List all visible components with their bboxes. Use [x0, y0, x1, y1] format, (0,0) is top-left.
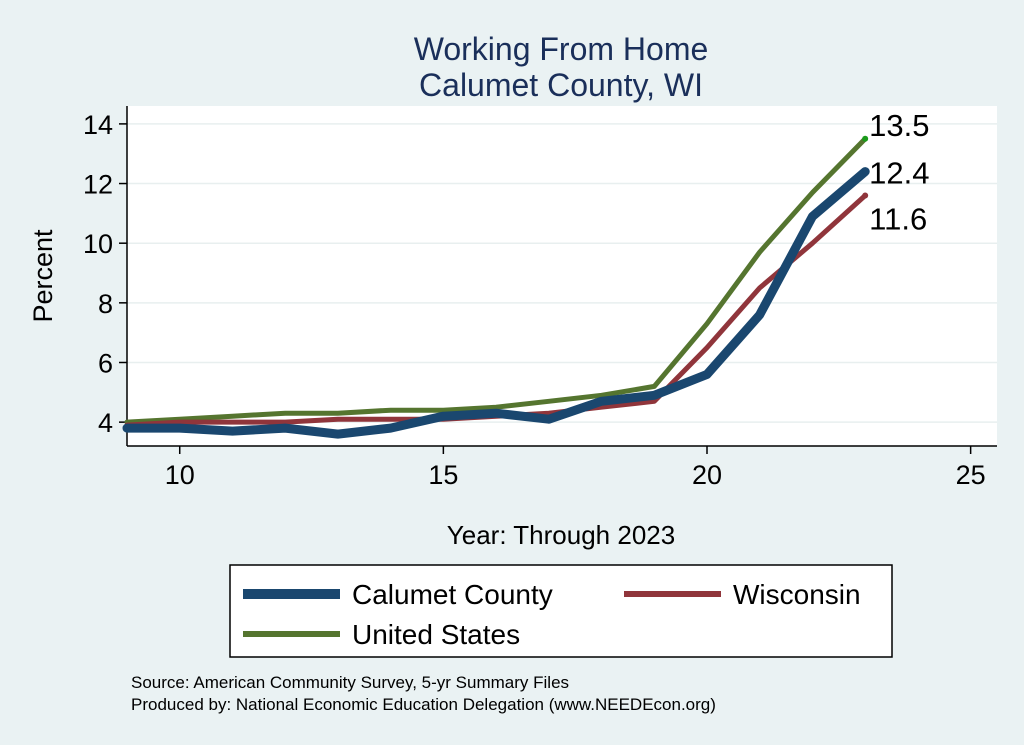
chart-subtitle: Calumet County, WI	[419, 67, 703, 103]
y-tick-label-12: 12	[83, 170, 113, 200]
y-tick-label-14: 14	[83, 110, 113, 140]
series-endpoint-wisconsin	[862, 192, 869, 199]
x-tick-label-15: 15	[428, 460, 458, 490]
series-endpoint-calumet-county	[862, 168, 869, 175]
y-tick-label-4: 4	[98, 408, 113, 438]
end-labels: 12.4 11.6 13.5	[869, 108, 929, 237]
x-tick-label-10: 10	[165, 460, 195, 490]
plot-area	[127, 106, 997, 446]
produced-by-note: Produced by: National Economic Education…	[131, 695, 716, 714]
series-lines	[122, 135, 870, 439]
legend-label-united-states: United States	[352, 619, 520, 650]
source-note: Source: American Community Survey, 5-yr …	[131, 673, 569, 692]
legend-label-calumet-county: Calumet County	[352, 579, 553, 610]
legend-box	[229, 564, 893, 658]
series-endpoint-united-states	[862, 135, 869, 142]
axes: 4 6 8 10 12 14 10 15 20 25	[83, 106, 997, 490]
end-label-wisconsin: 11.6	[869, 201, 927, 236]
end-label-united-states: 13.5	[869, 108, 929, 143]
legend-label-wisconsin: Wisconsin	[733, 579, 861, 610]
end-label-calumet-county: 12.4	[869, 156, 929, 191]
series-line-calumet-county	[122, 167, 870, 439]
gridlines	[127, 123, 997, 423]
x-tick-label-20: 20	[692, 460, 722, 490]
x-axis-label: Year: Through 2023	[447, 520, 675, 550]
y-tick-label-6: 6	[98, 348, 113, 378]
chart-title: Working From Home	[414, 31, 709, 67]
y-axis-label: Percent	[28, 229, 58, 323]
y-tick-label-10: 10	[83, 229, 113, 259]
series-line-united-states	[124, 136, 868, 425]
y-tick-label-8: 8	[98, 289, 113, 319]
x-tick-label-25: 25	[956, 460, 986, 490]
legend: Calumet County Wisconsin United States	[229, 564, 893, 658]
